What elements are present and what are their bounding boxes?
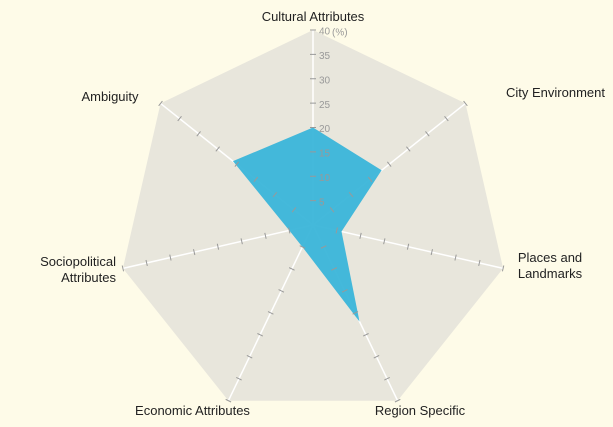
category-label: Places and Landmarks [517,250,583,281]
tick-mark [320,245,327,249]
r-tick-label: 5 [319,197,325,208]
tick-mark [288,267,295,271]
tick-mark [272,191,278,198]
tick-mark [454,254,457,261]
tick-mark [383,238,386,245]
tick-mark [145,259,148,267]
r-tick-label: 35 [319,51,331,62]
tick-mark [291,207,297,213]
r-tick-label: 25 [319,100,331,111]
tick-mark [257,333,264,337]
tick-mark [246,355,253,359]
tick-mark [463,100,468,107]
tick-mark [406,243,410,250]
category-label: City Environment [506,85,605,100]
tick-mark [406,146,411,152]
tick-mark [121,265,125,272]
tick-mark [373,355,380,359]
tick-mark [444,115,449,122]
tick-mark [288,227,291,234]
unit-label: (%) [332,28,348,39]
tick-mark [193,249,196,256]
tick-mark [367,176,373,183]
tick-mark [335,227,338,234]
tick-mark [215,146,220,152]
r-tick-label: 40 [319,27,331,38]
tick-mark [264,232,267,239]
category-label: Region Specific [374,403,466,418]
tick-mark [177,115,182,122]
r-tick-label: 15 [319,149,331,160]
tick-mark [236,376,242,381]
tick-mark [234,161,240,167]
tick-mark [386,161,392,167]
tick-mark [253,176,259,183]
tick-mark [362,333,369,337]
category-label: Sociopolitical Attributes [40,254,116,285]
tick-mark [501,265,505,272]
tick-mark [341,289,348,293]
tick-mark [331,267,338,271]
category-label: Ambiguity [81,89,139,104]
category-label: Cultural Attributes [261,9,365,24]
r-tick-label: 10 [319,173,331,184]
tick-mark [425,131,430,137]
tick-mark [430,249,433,256]
tick-mark [158,100,163,107]
r-tick-label: 20 [319,124,331,135]
tick-mark [169,254,172,261]
tick-mark [329,207,335,213]
tick-mark [299,245,306,249]
tick-mark [225,398,232,403]
category-label: Economic Attributes [135,403,250,418]
tick-mark [348,191,354,198]
tick-mark [352,311,359,315]
radar-area [232,127,382,322]
tick-mark [478,259,481,267]
r-tick-label: 30 [319,75,331,86]
tick-mark [267,311,274,315]
tick-mark [196,131,201,137]
tick-mark [240,238,243,245]
tick-mark [384,376,390,381]
tick-mark [216,243,220,250]
tick-mark [394,398,401,403]
tick-mark [359,232,362,239]
tick-mark [278,289,285,293]
